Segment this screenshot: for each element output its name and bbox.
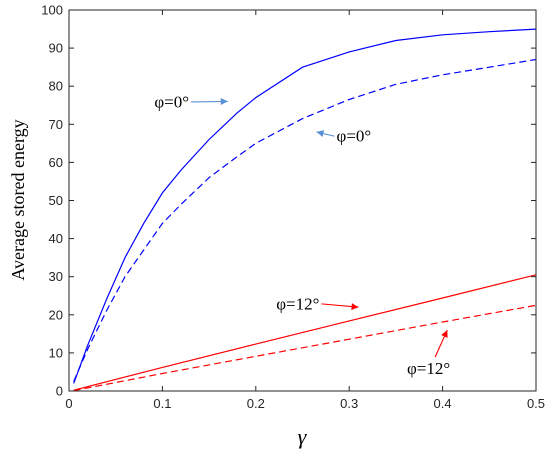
annotation-label: φ=0° xyxy=(154,92,189,111)
y-tick-label: 90 xyxy=(49,41,63,56)
series-line-2 xyxy=(73,58,537,382)
y-tick-label: 10 xyxy=(49,345,63,360)
y-tick-label: 20 xyxy=(49,307,63,322)
y-tick-label: 30 xyxy=(49,269,63,284)
y-tick-label: 0 xyxy=(56,384,63,399)
y-tick-label: 60 xyxy=(49,155,63,170)
y-tick-label: 70 xyxy=(49,117,63,132)
x-tick-label: 0.3 xyxy=(340,396,358,411)
series-line-1 xyxy=(73,28,537,384)
y-tick-label: 50 xyxy=(49,193,63,208)
x-axis-label: γ xyxy=(298,424,308,449)
annotation-arrowhead xyxy=(220,98,228,105)
annotation-arrowhead xyxy=(316,130,325,137)
annotation-label: φ=0° xyxy=(337,127,372,146)
series-line-4 xyxy=(73,304,537,392)
x-tick-label: 0.2 xyxy=(247,396,265,411)
plot-area xyxy=(69,10,536,391)
annotation-arrowhead xyxy=(441,330,448,338)
annotation-arrowhead xyxy=(351,303,359,310)
x-tick-label: 0 xyxy=(65,396,72,411)
annotation-label: φ=12° xyxy=(276,294,319,313)
x-tick-label: 0.4 xyxy=(434,396,452,411)
x-tick-label: 0.1 xyxy=(153,396,171,411)
series-line-3 xyxy=(73,274,537,391)
y-axis-label: Average stored energy xyxy=(8,119,28,280)
annotation-label: φ=12° xyxy=(407,359,450,378)
y-tick-label: 80 xyxy=(49,79,63,94)
y-tick-label: 40 xyxy=(49,231,63,246)
y-tick-label: 100 xyxy=(41,3,63,18)
x-tick-label: 0.5 xyxy=(527,396,545,411)
